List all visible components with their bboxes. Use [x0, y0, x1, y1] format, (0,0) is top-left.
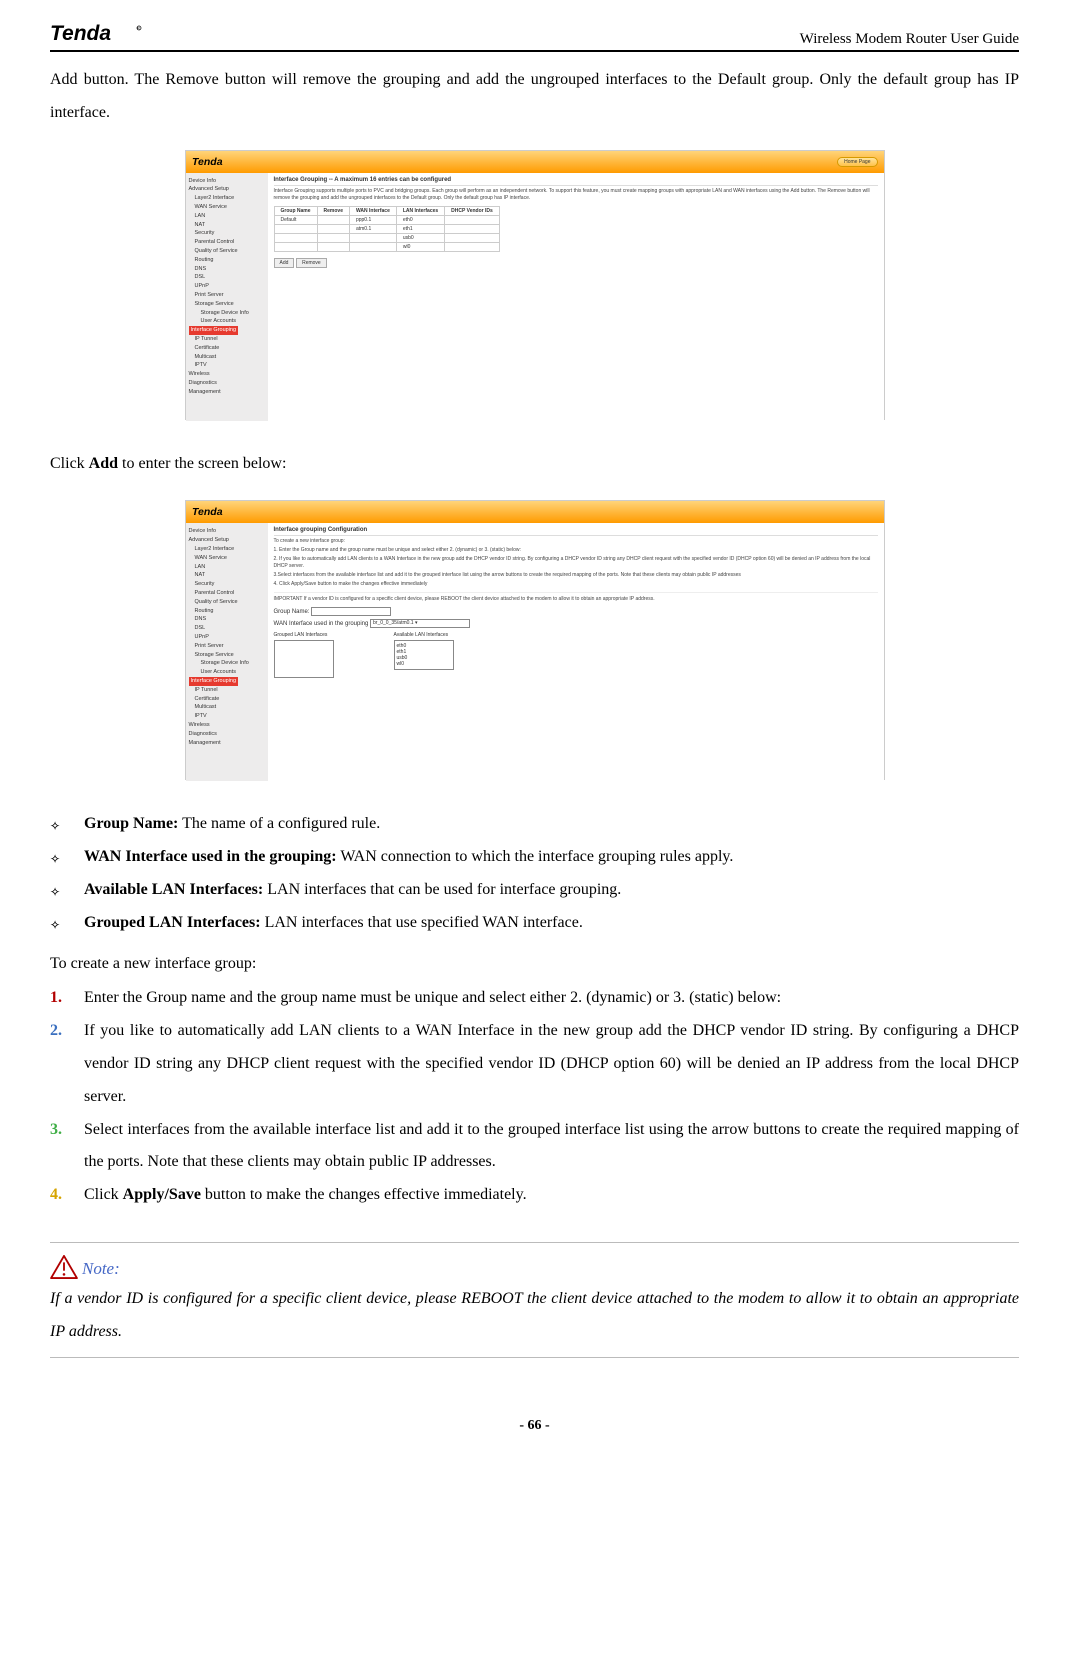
click-add-bold: Add: [89, 455, 118, 472]
divider-bottom: [50, 1357, 1019, 1358]
diamond-bullet-icon: ✧: [50, 907, 84, 940]
definition-item: ✧ Group Name: The name of a configured r…: [50, 808, 1019, 841]
note-text: If a vendor ID is configured for a speci…: [50, 1283, 1019, 1349]
page-number: - 66 -: [50, 1418, 1019, 1434]
screenshot-interface-grouping: TendaHome Page Device InfoAdvanced Setup…: [185, 150, 885, 420]
definition-item: ✧ Available LAN Interfaces: LAN interfac…: [50, 874, 1019, 907]
definition-item: ✧ Grouped LAN Interfaces: LAN interfaces…: [50, 907, 1019, 940]
divider-top: [50, 1242, 1019, 1243]
page-header: Tenda R Wireless Modem Router User Guide: [50, 20, 1019, 52]
click-add-prefix: Click: [50, 455, 89, 472]
step-text: Select interfaces from the available int…: [84, 1114, 1019, 1180]
diamond-bullet-icon: ✧: [50, 841, 84, 874]
definition-item: ✧ WAN Interface used in the grouping: WA…: [50, 841, 1019, 874]
diamond-bullet-icon: ✧: [50, 808, 84, 841]
svg-text:Tenda: Tenda: [192, 156, 223, 168]
step-number: 4.: [50, 1179, 84, 1212]
note-label: Note:: [82, 1259, 120, 1279]
numbered-steps: 1. Enter the Group name and the group na…: [50, 982, 1019, 1212]
step-number: 3.: [50, 1114, 84, 1180]
definition-list: ✧ Group Name: The name of a configured r…: [50, 808, 1019, 939]
click-add-line: Click Add to enter the screen below:: [50, 448, 1019, 481]
step-item: 4. Click Apply/Save button to make the c…: [50, 1179, 1019, 1212]
header-title: Wireless Modem Router User Guide: [800, 31, 1019, 48]
click-add-suffix: to enter the screen below:: [118, 455, 286, 472]
step-text: Enter the Group name and the group name …: [84, 982, 781, 1015]
create-heading: To create a new interface group:: [50, 948, 1019, 981]
warning-icon: [50, 1255, 78, 1279]
step-text: Click Apply/Save button to make the chan…: [84, 1179, 527, 1212]
tenda-logo: Tenda R: [50, 20, 150, 48]
diamond-bullet-icon: ✧: [50, 874, 84, 907]
intro-paragraph: Add button. The Remove button will remov…: [50, 64, 1019, 130]
step-number: 2.: [50, 1015, 84, 1113]
screenshot-grouping-config: Tenda Device InfoAdvanced SetupLayer2 In…: [185, 500, 885, 780]
step-item: 1. Enter the Group name and the group na…: [50, 982, 1019, 1015]
svg-text:Tenda: Tenda: [192, 506, 223, 518]
step-item: 3. Select interfaces from the available …: [50, 1114, 1019, 1180]
step-item: 2. If you like to automatically add LAN …: [50, 1015, 1019, 1113]
note-header: Note:: [50, 1255, 1019, 1279]
svg-text:Tenda: Tenda: [50, 22, 111, 45]
step-text: If you like to automatically add LAN cli…: [84, 1015, 1019, 1113]
step-number: 1.: [50, 982, 84, 1015]
